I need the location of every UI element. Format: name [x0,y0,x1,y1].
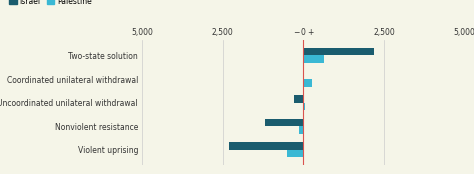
Bar [300,126,303,134]
Bar [303,48,374,55]
Bar [264,119,303,126]
Legend: Israel, Palestine: Israel, Palestine [6,0,95,9]
Bar [303,79,312,87]
Bar [303,103,305,110]
Text: 0: 0 [301,28,306,37]
Bar [287,150,303,157]
Text: −: − [293,28,299,37]
Bar [294,95,303,103]
Bar [303,55,324,63]
Bar [229,142,303,150]
Text: +: + [308,28,314,37]
